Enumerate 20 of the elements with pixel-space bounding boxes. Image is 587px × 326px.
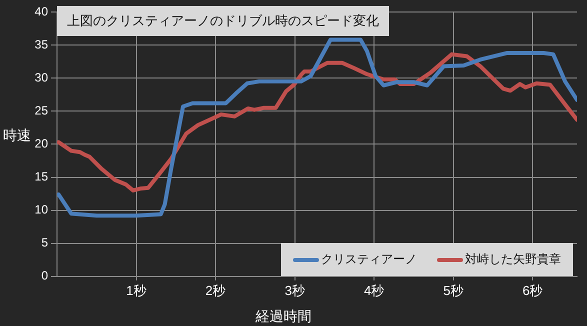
y-tick-label: 40 <box>34 4 48 18</box>
y-tick-label: 0 <box>41 268 48 283</box>
legend-label: クリスティアーノ <box>321 251 417 268</box>
y-tick-label: 35 <box>34 37 48 52</box>
y-tick-label: 5 <box>41 236 48 250</box>
x-tick-label: 5秒 <box>443 282 464 298</box>
y-axis-title: 時速 <box>3 127 31 145</box>
x-tick-label: 2秒 <box>205 282 226 298</box>
y-tick-label: 25 <box>34 103 48 118</box>
x-axis-title: 経過時間 <box>254 308 312 326</box>
y-tick-label: 30 <box>34 70 48 84</box>
y-tick-label: 15 <box>34 170 48 184</box>
chart-title: 上図のクリスティアーノのドリブル時のスピード変化 <box>57 6 389 36</box>
x-tick-label: 3秒 <box>284 282 305 298</box>
x-tick-label: 4秒 <box>364 282 384 298</box>
y-tick-label: 10 <box>34 202 48 217</box>
x-tick-label: 6秒 <box>522 282 543 298</box>
legend-label: 対峙した矢野貴章 <box>465 251 561 268</box>
x-tick-label: 1秒 <box>126 282 146 298</box>
y-tick-label: 20 <box>34 136 48 151</box>
